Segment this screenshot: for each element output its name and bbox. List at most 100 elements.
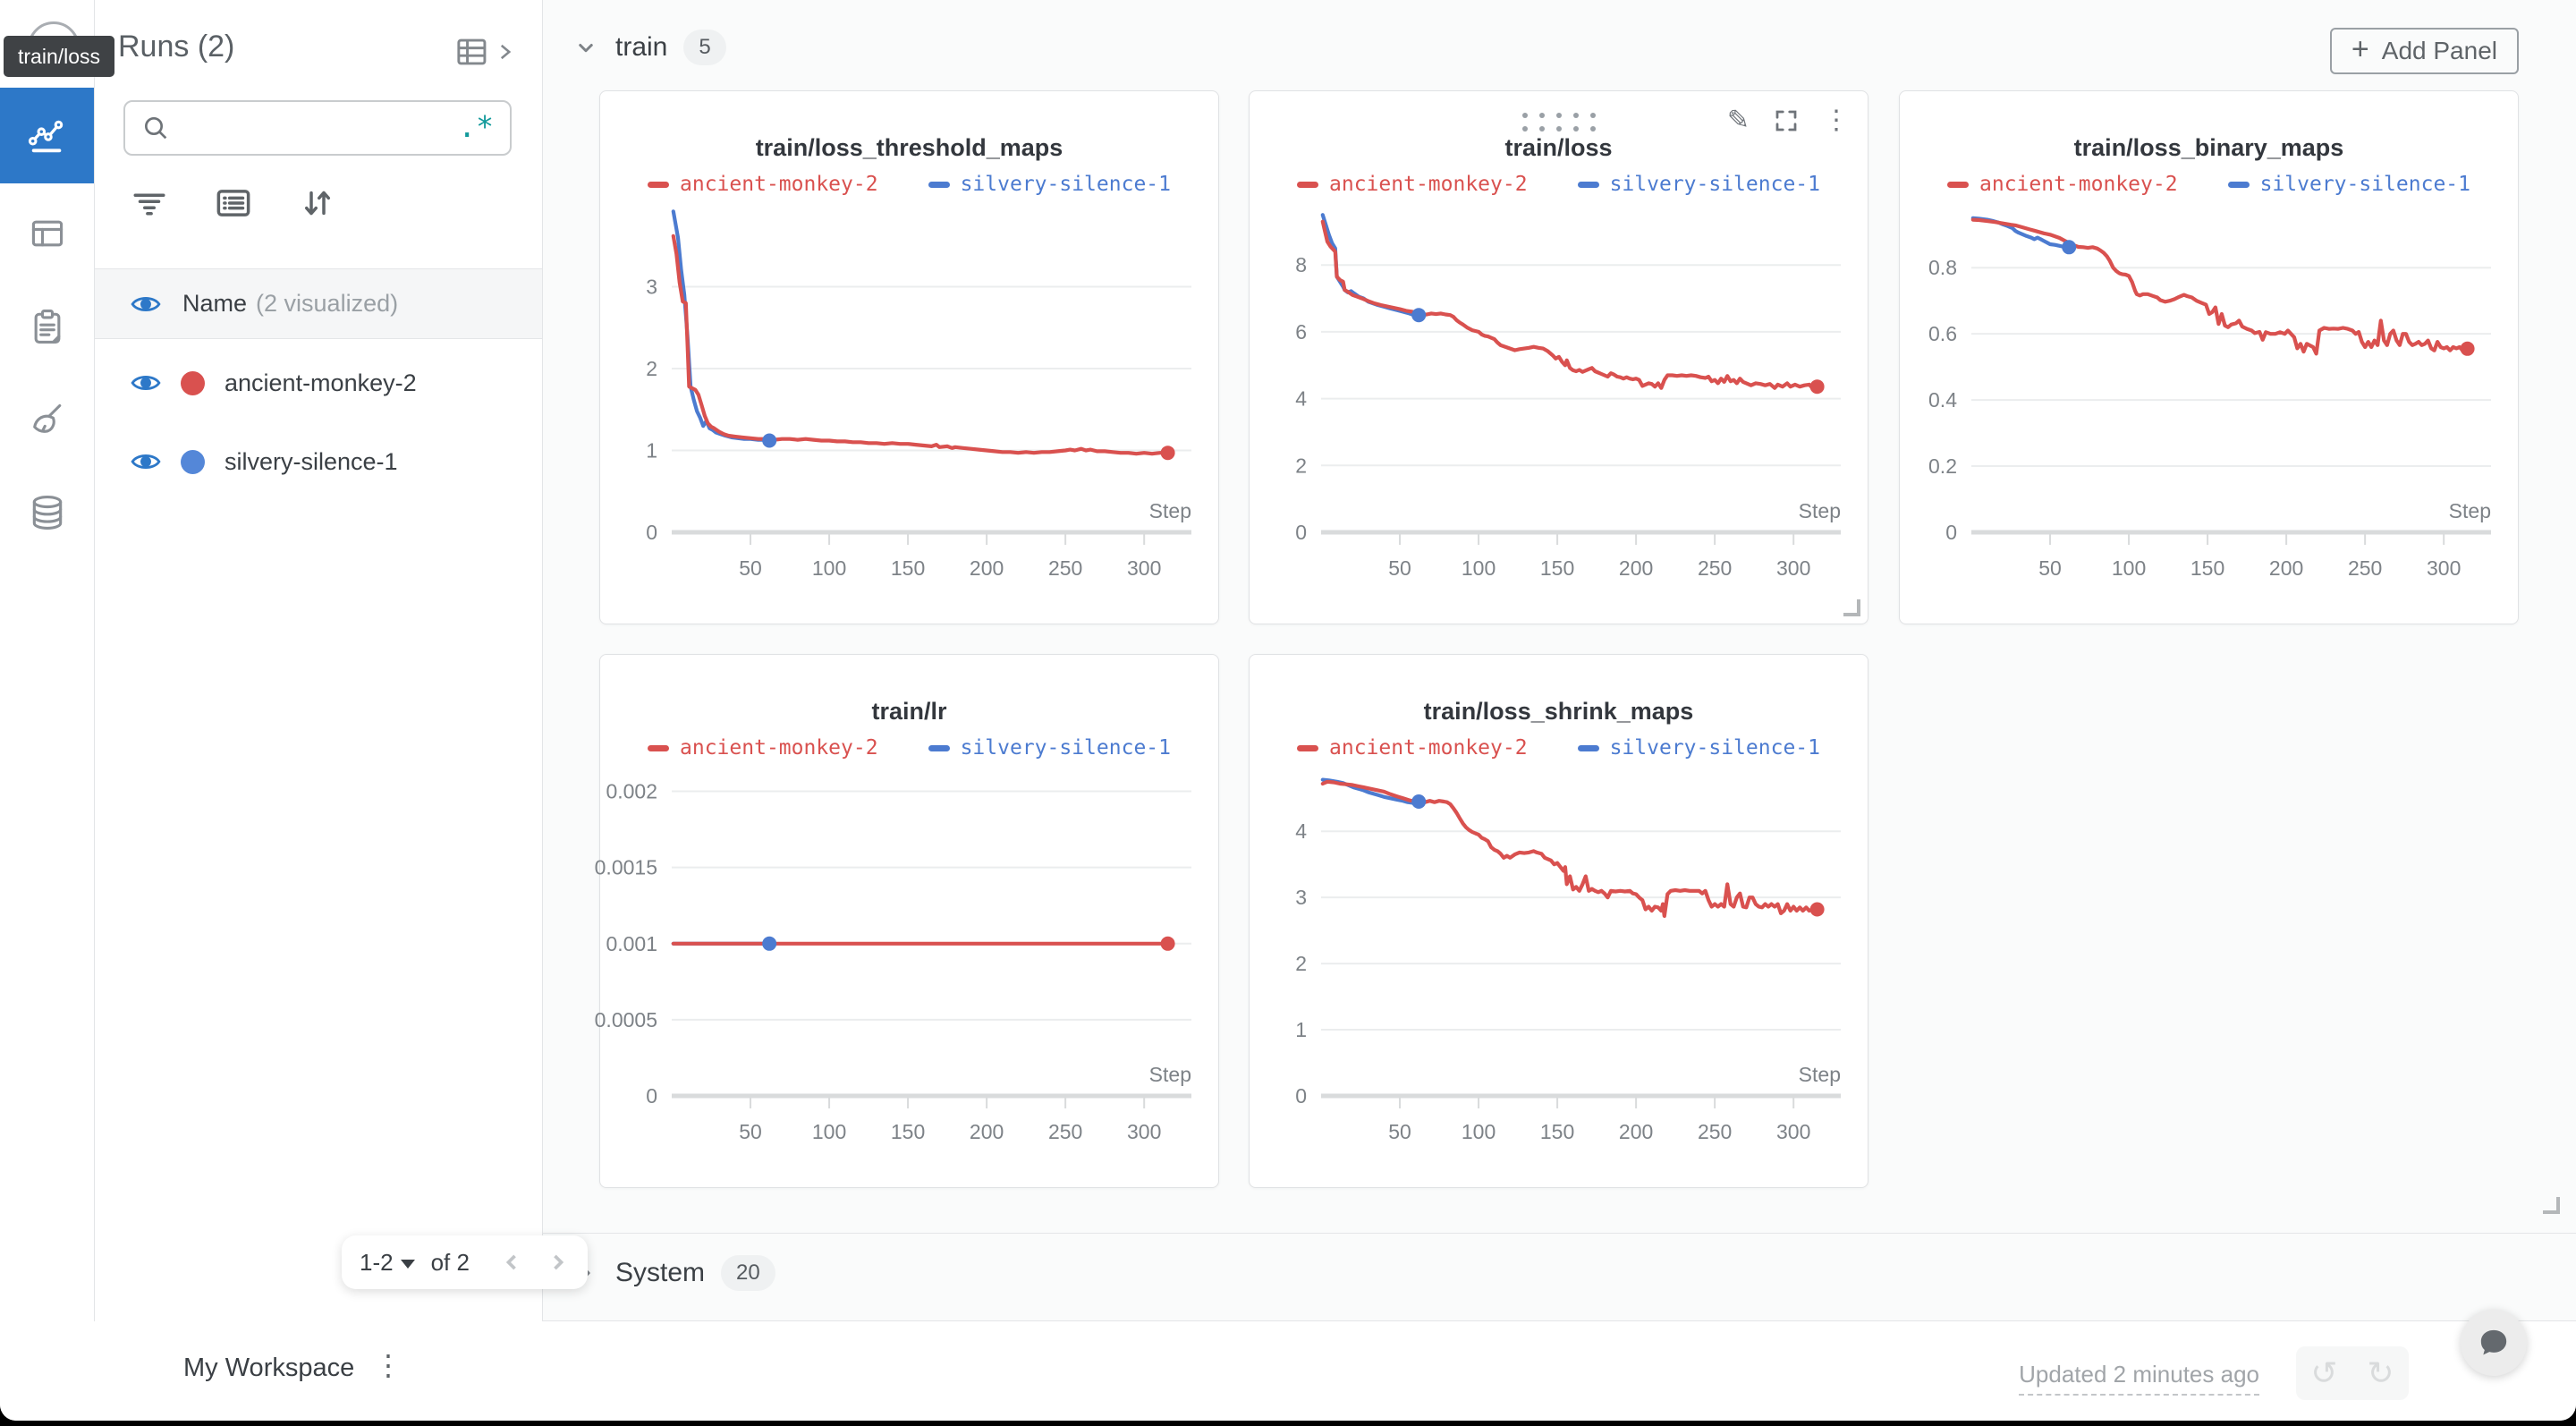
- run-search[interactable]: .*: [123, 100, 512, 156]
- nav-item-table[interactable]: [0, 185, 94, 281]
- legend-item[interactable]: silvery-silence-1: [1577, 173, 1820, 196]
- expand-runs-table-button[interactable]: [454, 34, 517, 70]
- nav-item-workspace-charts[interactable]: [0, 88, 94, 183]
- legend-run-name: ancient-monkey-2: [1979, 173, 2178, 196]
- eye-icon[interactable]: [131, 446, 161, 477]
- run-search-input[interactable]: [182, 113, 459, 143]
- svg-text:0.001: 0.001: [606, 932, 657, 955]
- svg-text:Step: Step: [1149, 1063, 1191, 1086]
- panel-resize-handle[interactable]: [1843, 599, 1860, 616]
- legend-item[interactable]: silvery-silence-1: [928, 736, 1171, 760]
- nav-item-logs[interactable]: [0, 278, 94, 374]
- workspace-menu-icon[interactable]: ⋮: [374, 1349, 402, 1381]
- chart-plot: 0 0.2 0.4 0.6 0.8 50 100 150 200 250 300 Step: [1928, 216, 2491, 580]
- updated-timestamp[interactable]: Updated 2 minutes ago: [2019, 1361, 2259, 1396]
- edit-panel-icon[interactable]: ✎: [1726, 106, 1750, 135]
- svg-text:300: 300: [1776, 1120, 1810, 1143]
- svg-text:8: 8: [1295, 253, 1307, 276]
- svg-text:100: 100: [2112, 556, 2146, 580]
- panel-drag-handle[interactable]: [1521, 113, 1596, 132]
- filter-icon[interactable]: [131, 184, 168, 222]
- legend-run-name: silvery-silence-1: [960, 736, 1171, 760]
- svg-text:150: 150: [2190, 556, 2224, 580]
- legend-item[interactable]: silvery-silence-1: [1577, 736, 1820, 760]
- legend-run-name: ancient-monkey-2: [1329, 173, 1528, 196]
- runs-name-header[interactable]: Name (2 visualized): [95, 268, 542, 339]
- svg-text:150: 150: [1540, 1120, 1574, 1143]
- legend-swatch: [2227, 181, 2250, 188]
- legend-item[interactable]: silvery-silence-1: [2227, 173, 2470, 196]
- legend-item[interactable]: ancient-monkey-2: [1947, 173, 2178, 196]
- chart-panel[interactable]: train/loss ancient-monkey-2 silvery-silenc…: [1249, 90, 1868, 624]
- section-train-count: 5: [683, 30, 726, 65]
- undo-icon[interactable]: ↺: [2310, 1354, 2338, 1391]
- page-range-dropdown[interactable]: 1-2: [360, 1248, 394, 1276]
- chat-bubble-button[interactable]: [2461, 1310, 2527, 1376]
- svg-text:100: 100: [1462, 556, 1496, 580]
- panel-menu-icon[interactable]: ⋮: [1823, 106, 1850, 135]
- bottom-bar: My Workspace ⋮ Updated 2 minutes ago ↺ ↻: [0, 1310, 2576, 1421]
- legend-item[interactable]: ancient-monkey-2: [1297, 173, 1528, 196]
- sort-icon[interactable]: [299, 184, 336, 222]
- svg-text:300: 300: [1127, 1120, 1161, 1143]
- legend-item[interactable]: ancient-monkey-2: [1297, 736, 1528, 760]
- nav-item-sweeps[interactable]: [0, 371, 94, 467]
- chart-panel[interactable]: train/loss_binary_maps ancient-monkey-2 si…: [1899, 90, 2519, 624]
- svg-text:100: 100: [1462, 1120, 1496, 1143]
- svg-text:150: 150: [891, 556, 925, 580]
- legend-swatch: [1947, 181, 1970, 188]
- legend-swatch: [928, 744, 950, 751]
- prev-page-icon[interactable]: [500, 1247, 523, 1277]
- workspace-main: train 5 + Add Panel train/loss_threshold…: [543, 0, 2576, 1321]
- svg-text:2: 2: [1295, 952, 1307, 975]
- chart-panel[interactable]: train/lr ancient-monkey-2 silvery-silence-…: [595, 654, 1219, 1188]
- svg-text:250: 250: [1698, 556, 1732, 580]
- run-row-ancient-monkey-2[interactable]: ancient-monkey-2: [95, 347, 542, 419]
- nav-item-artifacts[interactable]: [0, 464, 94, 560]
- eye-icon[interactable]: [131, 289, 161, 319]
- chart-legend: ancient-monkey-2 silvery-silence-1: [600, 173, 1218, 196]
- fullscreen-icon[interactable]: [1773, 107, 1800, 134]
- legend-item[interactable]: ancient-monkey-2: [648, 173, 878, 196]
- legend-item[interactable]: ancient-monkey-2: [648, 736, 878, 760]
- svg-text:300: 300: [1776, 556, 1810, 580]
- broom-icon: [32, 403, 61, 433]
- add-panel-button[interactable]: + Add Panel: [2329, 28, 2519, 74]
- chart-panel[interactable]: train/loss_threshold_maps ancient-monkey-…: [599, 90, 1219, 624]
- next-page-icon[interactable]: [547, 1247, 570, 1277]
- svg-text:1: 1: [646, 439, 657, 463]
- chart-legend: ancient-monkey-2 silvery-silence-1: [1900, 173, 2518, 196]
- svg-text:0: 0: [1295, 1084, 1307, 1108]
- legend-run-name: silvery-silence-1: [1609, 173, 1820, 196]
- chat-bubble-icon: [2480, 1329, 2507, 1355]
- section-resize-handle[interactable]: [2543, 1197, 2560, 1214]
- svg-text:300: 300: [2427, 556, 2461, 580]
- dropdown-caret-icon: [400, 1260, 415, 1269]
- section-system-header[interactable]: System 20: [572, 1255, 775, 1291]
- section-train-header[interactable]: train 5: [572, 30, 726, 65]
- chart-title: train/loss_shrink_maps: [1423, 698, 1694, 725]
- group-list-icon[interactable]: [215, 184, 252, 222]
- svg-text:6: 6: [1295, 320, 1307, 344]
- legend-swatch: [1577, 181, 1599, 188]
- eye-icon[interactable]: [131, 368, 161, 398]
- svg-text:1: 1: [1295, 1018, 1307, 1041]
- workspace-title[interactable]: My Workspace: [183, 1354, 355, 1382]
- svg-text:200: 200: [970, 1120, 1004, 1143]
- redo-icon[interactable]: ↻: [2367, 1354, 2394, 1391]
- section-system-count: 20: [721, 1255, 775, 1291]
- svg-text:50: 50: [1388, 1120, 1411, 1143]
- chart-panel[interactable]: train/loss_shrink_maps ancient-monkey-2 si…: [1249, 654, 1868, 1188]
- svg-text:Step: Step: [1799, 1063, 1841, 1086]
- chart-plot: 0 0.0005 0.001 0.0015 0.002 50 100 150 200 250 300…: [595, 780, 1191, 1143]
- svg-text:2: 2: [646, 357, 657, 380]
- svg-text:50: 50: [739, 1120, 762, 1143]
- svg-text:0: 0: [646, 521, 657, 544]
- legend-item[interactable]: silvery-silence-1: [928, 173, 1171, 196]
- regex-toggle-icon[interactable]: .*: [458, 108, 494, 144]
- runs-panel-title: Runs (2): [118, 30, 235, 64]
- run-name: ancient-monkey-2: [225, 369, 417, 396]
- legend-swatch: [1297, 181, 1319, 188]
- run-row-silvery-silence-1[interactable]: silvery-silence-1: [95, 426, 542, 497]
